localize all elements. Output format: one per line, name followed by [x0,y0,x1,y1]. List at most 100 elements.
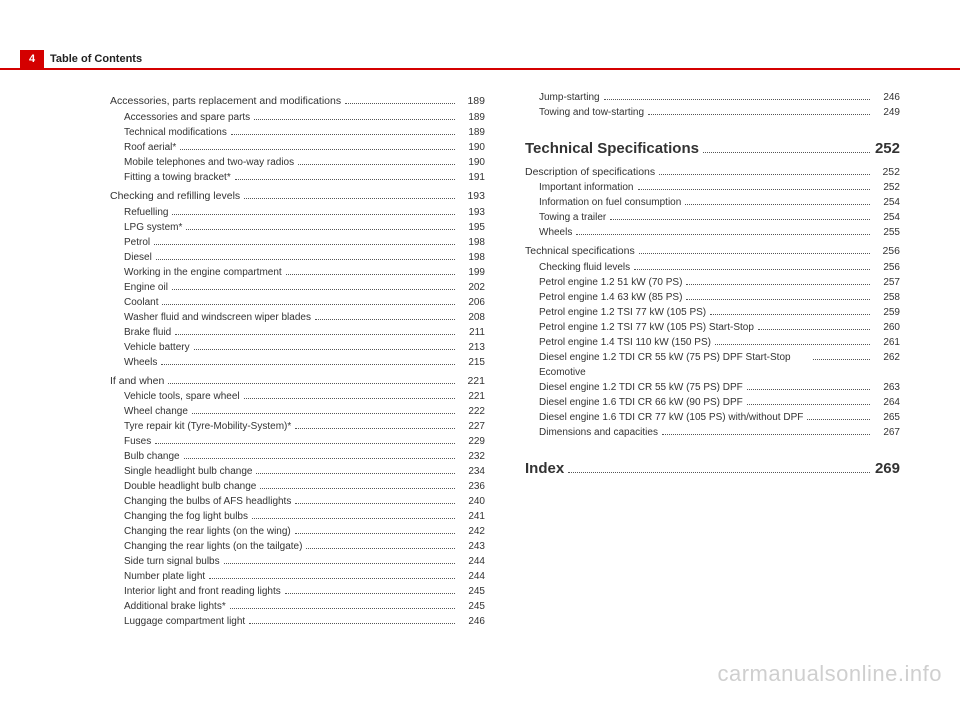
toc-page: 244 [459,554,485,569]
toc-label: Engine oil [124,280,168,295]
toc-page: 259 [874,305,900,320]
toc-subentry: Petrol engine 1.2 TSI 77 kW (105 PS) Sta… [525,320,900,335]
toc-page: 215 [459,355,485,370]
toc-leader [254,119,455,120]
toc-subentry: Double headlight bulb change236 [110,479,485,494]
toc-page: 236 [459,479,485,494]
toc-page: 202 [459,280,485,295]
toc-label: LPG system* [124,220,182,235]
toc-page: 252 [874,165,900,181]
toc-page: 254 [874,195,900,210]
toc-subentry: Towing and tow-starting 249 [525,105,900,120]
toc-leader [249,623,455,624]
toc-label: Interior light and front reading lights [124,584,281,599]
toc-label: Number plate light [124,569,205,584]
toc-subentry: Fuses229 [110,434,485,449]
toc-leader [638,189,871,190]
toc-page: 199 [459,265,485,280]
toc-leader [252,518,455,519]
toc-label: Changing the bulbs of AFS headlights [124,494,291,509]
toc-leader [648,114,870,115]
toc-leader [345,103,455,104]
toc-leader [747,389,870,390]
toc-label: Index [525,458,564,481]
toc-label: Diesel engine 1.6 TDI CR 77 kW (105 PS) … [539,410,803,425]
toc-leader [244,198,455,199]
toc-label: Fitting a towing bracket* [124,170,231,185]
toc-page: 256 [874,244,900,260]
toc-label: Tyre repair kit (Tyre-Mobility-System)* [124,419,291,434]
toc-leader [194,349,455,350]
toc-page: 229 [459,434,485,449]
toc-subentry: Roof aerial*190 [110,140,485,155]
toc-label: Mobile telephones and two-way radios [124,155,294,170]
toc-subentry: Interior light and front reading lights 2… [110,584,485,599]
toc-label: Additional brake lights* [124,599,226,614]
toc-page: 222 [459,404,485,419]
toc-leader [285,593,455,594]
toc-subentry: Petrol198 [110,235,485,250]
toc-leader [256,473,455,474]
toc-leader [576,234,870,235]
toc-group: If and when221 [110,374,485,390]
toc-subentry: Jump-starting 246 [525,90,900,105]
toc-label: Washer fluid and windscreen wiper blades [124,310,311,325]
toc-subentry: Changing the rear lights (on the tailgat… [110,539,485,554]
toc-label: Petrol engine 1.4 TSI 110 kW (150 PS) [539,335,711,350]
toc-page: 240 [459,494,485,509]
toc-subentry: Brake fluid211 [110,325,485,340]
toc-subentry: Diesel engine 1.6 TDI CR 66 kW (90 PS) D… [525,395,900,410]
toc-leader [224,563,455,564]
toc-label: Side turn signal bulbs [124,554,220,569]
toc-label: Description of specifications [525,165,655,181]
toc-subentry: Working in the engine compartment199 [110,265,485,280]
toc-page: 234 [459,464,485,479]
toc-page: 267 [874,425,900,440]
toc-leader [295,533,455,534]
toc-leader [659,174,870,175]
header-bar: 4 Table of Contents [0,50,960,68]
toc-page: 255 [874,225,900,240]
toc-label: Technical modifications [124,125,227,140]
toc-label: Jump-starting [539,90,600,105]
toc-page: 261 [874,335,900,350]
toc-leader [639,253,870,254]
toc-leader [180,149,455,150]
toc-leader [230,608,455,609]
toc-page: 263 [874,380,900,395]
toc-label: Single headlight bulb change [124,464,252,479]
toc-page: 249 [874,105,900,120]
toc-page: 221 [459,389,485,404]
toc-label: Wheel change [124,404,188,419]
toc-leader [703,152,870,153]
toc-leader [156,259,455,260]
toc-subentry: Wheel change 222 [110,404,485,419]
toc-label: Changing the fog light bulbs [124,509,248,524]
toc-page: 227 [459,419,485,434]
toc-page: 245 [459,584,485,599]
toc-label: Petrol engine 1.2 51 kW (70 PS) [539,275,682,290]
toc-page: 206 [459,295,485,310]
toc-subentry: Petrol engine 1.2 TSI 77 kW (105 PS)259 [525,305,900,320]
toc-label: Important information [539,180,634,195]
toc-subentry: Towing a trailer254 [525,210,900,225]
toc-subentry: Vehicle battery213 [110,340,485,355]
toc-page: 191 [459,170,485,185]
toc-page: 241 [459,509,485,524]
toc-leader [298,164,455,165]
toc-subentry: Fitting a towing bracket* 191 [110,170,485,185]
toc-label: Towing and tow-starting [539,105,644,120]
page-number: 4 [20,50,44,68]
toc-page: 208 [459,310,485,325]
toc-leader [235,179,455,180]
toc-label: Checking fluid levels [539,260,630,275]
toc-page: 265 [874,410,900,425]
toc-leader [813,359,870,360]
toc-subentry: Wheels215 [110,355,485,370]
toc-label: Changing the rear lights (on the wing) [124,524,291,539]
toc-leader [231,134,455,135]
toc-page: 213 [459,340,485,355]
toc-page: 246 [874,90,900,105]
toc-subentry: Engine oil 202 [110,280,485,295]
toc-subentry: Changing the bulbs of AFS headlights 240 [110,494,485,509]
